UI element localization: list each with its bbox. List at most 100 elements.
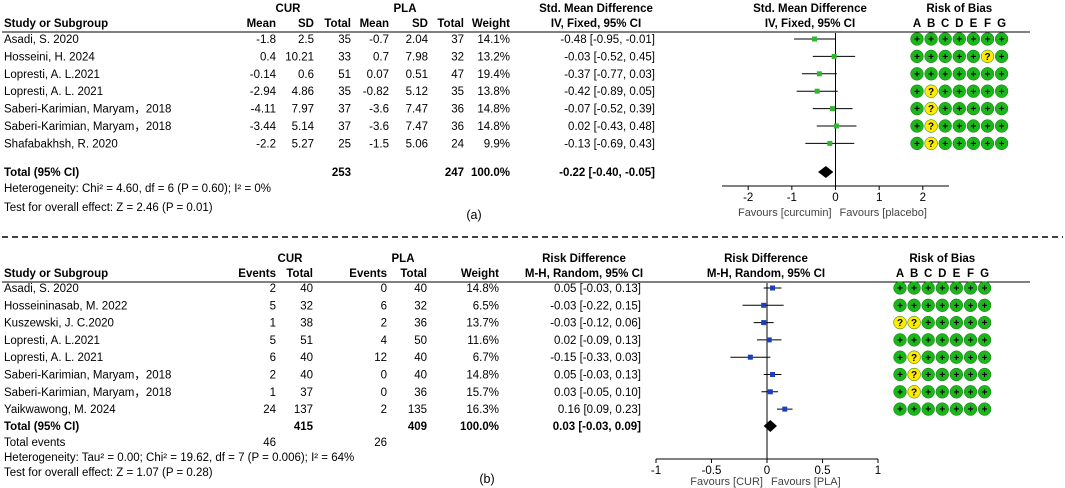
p1-g2-value: -3.6 [369, 104, 389, 116]
p1-rob-low-icon [952, 119, 966, 133]
p1-rob-low-icon [980, 67, 995, 81]
p1-rob-symbol: + [970, 35, 976, 46]
p1-total-label: Total (95% CI) [4, 167, 79, 179]
p2-rob-low-icon [949, 333, 964, 347]
p1-g2-value: 32 [451, 51, 464, 63]
p1-point-estimate [816, 71, 822, 77]
p2-rob-unclear-icon [907, 385, 921, 399]
p2-point-estimate [767, 389, 773, 395]
p2-rob-symbol: + [982, 284, 988, 295]
p2-rob-symbol: + [939, 353, 945, 364]
p1-rob-letter: A [913, 18, 921, 30]
p2-rob-low-icon [977, 298, 992, 312]
p1-rob-symbol: + [999, 87, 1005, 98]
p2-rob-low-icon [949, 350, 964, 364]
p1-rob-symbol: + [914, 87, 920, 98]
p2-rob-low-icon [935, 281, 949, 295]
p1-rob-letter: B [927, 18, 935, 30]
p1-g2-value: -0.7 [369, 34, 389, 46]
p1-x-tick-label: -2 [743, 192, 753, 204]
p1-rob-symbol: + [942, 69, 948, 80]
p2-rob-symbol: + [925, 284, 931, 295]
p1-g1-col-header: SD [298, 18, 314, 30]
p2-rob-low-icon [977, 315, 992, 330]
p1-rob-low-icon [952, 84, 966, 98]
p1-g1-value: 35 [338, 86, 351, 98]
p2-rob-low-icon [921, 281, 935, 295]
p2-rob-low-icon [963, 298, 978, 312]
p1-study-name: Hosseini, H. 2024 [4, 51, 95, 63]
p2-rob-symbol: ? [897, 318, 903, 329]
p1-g1-total: 253 [332, 167, 351, 179]
p1-study-name: Lopresti, A. L. 2021 [4, 86, 103, 98]
p1-rob-low-icon [966, 49, 981, 64]
p1-rob-symbol: + [999, 52, 1005, 63]
p2-rob-low-icon [963, 385, 978, 399]
p1-rob-symbol: + [956, 122, 962, 133]
p1-rob-symbol: + [914, 104, 920, 115]
p2-rob-symbol: + [897, 353, 903, 364]
p1-g2-value: 35 [451, 86, 464, 98]
p1-rob-low-icon [938, 119, 952, 133]
p1-heterogeneity: Heterogeneity: Chi² = 4.60, df = 6 (P = … [4, 183, 271, 195]
p2-point-estimate [770, 372, 776, 377]
p2-rob-symbol: ? [911, 353, 917, 364]
p2-effect-text: -0.15 [-0.33, 0.03] [550, 352, 641, 364]
p2-rob-unclear-icon [907, 350, 921, 364]
p2-plot-title: Risk Difference [724, 253, 808, 265]
p2-rob-symbol: + [982, 301, 988, 312]
p2-rob-low-icon [977, 350, 992, 364]
p1-plot-method: IV, Fixed, 95% CI [765, 18, 855, 30]
p1-x-tick-label: 2 [920, 192, 926, 204]
p1-rob-low-icon [994, 32, 1009, 46]
p2-rob-letter: E [953, 268, 961, 280]
p2-g2-value: 32 [414, 300, 427, 312]
p1-effect-text: -0.48 [-0.95, -0.01] [560, 34, 655, 46]
p2-g1-value: 40 [300, 283, 313, 295]
p1-rob-low-icon [952, 101, 966, 116]
p2-rob-low-icon [921, 298, 935, 312]
p1-effect-text: -0.13 [-0.69, 0.43] [564, 138, 655, 150]
p2-rob-low-icon [907, 298, 921, 312]
p1-rob-symbol: + [914, 69, 920, 80]
p1-rob-low-icon [994, 101, 1009, 116]
p1-rob-low-icon [938, 49, 952, 64]
p1-rob-low-icon [924, 32, 938, 46]
p2-rob-symbol: ? [911, 370, 917, 381]
p1-study-col-header: Study or Subgroup [4, 18, 108, 30]
p1-g2-value: 0.07 [367, 69, 389, 81]
p1-point-estimate [814, 88, 820, 94]
p1-g2-value: -3.6 [369, 121, 389, 133]
p1-rob-symbol: + [985, 122, 991, 133]
p2-rob-symbol: + [968, 405, 974, 416]
p1-rob-low-icon [924, 67, 938, 81]
p1-plot-title: Std. Mean Difference [753, 3, 867, 15]
p1-rob-symbol: + [928, 52, 934, 63]
p2-rob-symbol: + [968, 353, 974, 364]
p2-g1-col-header: Events [238, 268, 276, 280]
p2-g2-total: 409 [408, 421, 427, 433]
p1-g2-value: 5.06 [406, 138, 428, 150]
p2-effect-text: 0.05 [-0.03, 0.13] [554, 370, 641, 382]
p2-point-estimate [747, 354, 753, 360]
p1-rob-symbol: + [970, 139, 976, 150]
p2-rob-letter: C [924, 268, 932, 280]
p2-rob-symbol: + [897, 387, 903, 398]
p2-rob-symbol: + [911, 405, 917, 416]
p1-g1-value: 37 [338, 121, 351, 133]
p2-rob-low-icon [949, 281, 964, 295]
p2-weight-value: 13.7% [466, 318, 499, 330]
p2-rob-low-icon [935, 385, 949, 399]
p1-effect-title: Std. Mean Difference [539, 3, 653, 15]
p1-rob-title: Risk of Bias [926, 3, 992, 15]
p1-g1-value: 5.27 [292, 138, 314, 150]
p2-rob-symbol: + [925, 387, 931, 398]
p2-rob-symbol: ? [911, 387, 917, 398]
p1-rob-unclear-icon [924, 119, 938, 133]
p1-g1-value: 25 [338, 138, 351, 150]
p2-rob-symbol: + [911, 284, 917, 295]
p1-g2-value: 2.04 [406, 34, 429, 46]
p1-rob-low-icon [910, 67, 924, 81]
p1-g2-value: 7.47 [406, 104, 428, 116]
p2-g2-value: 12 [374, 352, 387, 364]
